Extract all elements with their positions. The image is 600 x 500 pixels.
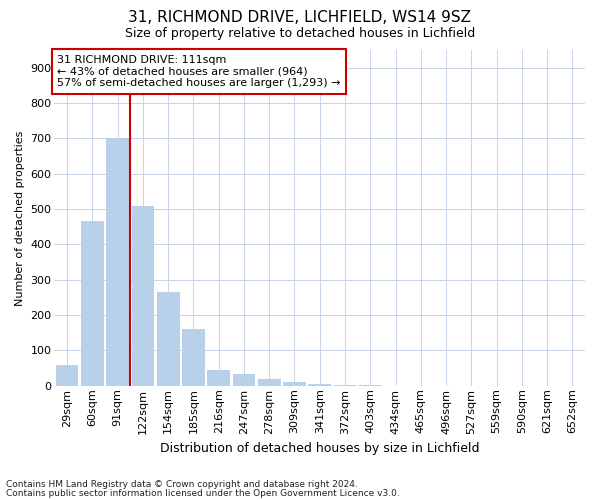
Bar <box>81 222 104 386</box>
Text: 31, RICHMOND DRIVE, LICHFIELD, WS14 9SZ: 31, RICHMOND DRIVE, LICHFIELD, WS14 9SZ <box>128 10 472 25</box>
Bar <box>233 374 256 386</box>
Text: Size of property relative to detached houses in Lichfield: Size of property relative to detached ho… <box>125 28 475 40</box>
Bar <box>258 380 281 386</box>
Bar <box>131 206 154 386</box>
Bar <box>283 382 306 386</box>
Bar <box>208 370 230 386</box>
X-axis label: Distribution of detached houses by size in Lichfield: Distribution of detached houses by size … <box>160 442 479 455</box>
Bar <box>106 138 129 386</box>
Bar <box>334 385 356 386</box>
Bar <box>157 292 179 386</box>
Text: 31 RICHMOND DRIVE: 111sqm
← 43% of detached houses are smaller (964)
57% of semi: 31 RICHMOND DRIVE: 111sqm ← 43% of detac… <box>57 55 341 88</box>
Bar <box>308 384 331 386</box>
Bar <box>182 329 205 386</box>
Bar <box>56 364 79 386</box>
Text: Contains HM Land Registry data © Crown copyright and database right 2024.: Contains HM Land Registry data © Crown c… <box>6 480 358 489</box>
Y-axis label: Number of detached properties: Number of detached properties <box>15 130 25 306</box>
Text: Contains public sector information licensed under the Open Government Licence v3: Contains public sector information licen… <box>6 488 400 498</box>
